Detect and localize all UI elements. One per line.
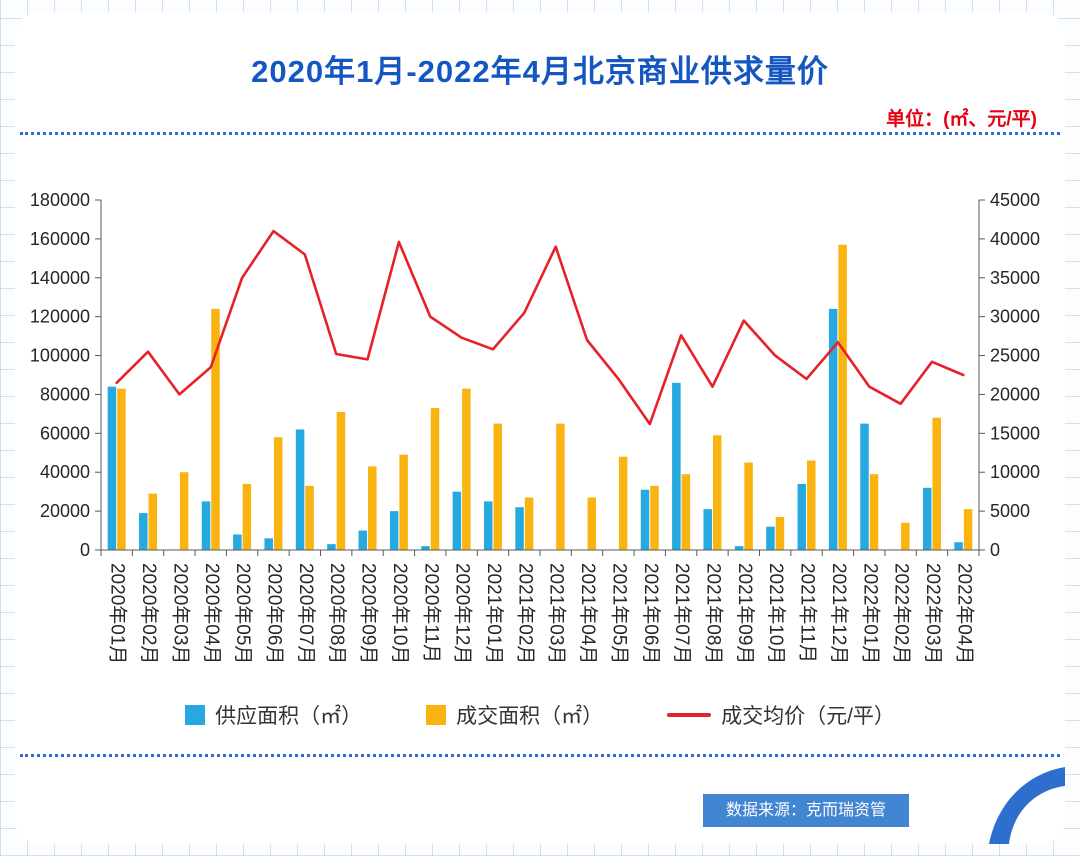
svg-text:35000: 35000 [990,268,1040,288]
avg-price-line-swatch-icon [667,713,712,717]
svg-text:20000: 20000 [990,384,1040,404]
legend-label-avg-price: 成交均价（元/平） [721,705,895,728]
svg-text:0: 0 [990,540,1000,560]
legend-label-deal-area: 成交面积（㎡） [456,705,604,728]
svg-text:160000: 160000 [30,229,90,249]
chart-card: 2020年1月-2022年4月北京商业供求量价 单位：(㎡、元/平) 0 2000… [15,12,1065,844]
svg-text:2022年03月: 2022年03月 [922,563,944,664]
svg-text:2021年04月: 2021年04月 [577,563,599,664]
svg-text:2020年03月: 2020年03月 [169,563,191,664]
svg-text:2021年12月: 2021年12月 [828,563,850,664]
svg-text:20000: 20000 [40,501,90,521]
svg-text:2020年04月: 2020年04月 [201,563,223,664]
svg-text:15000: 15000 [990,423,1040,443]
svg-text:2021年03月: 2021年03月 [546,563,568,664]
svg-text:2021年07月: 2021年07月 [671,563,693,664]
data-source-badge: 数据来源：克而瑞资管 [703,794,909,827]
svg-text:180000: 180000 [30,190,90,210]
svg-text:120000: 120000 [30,307,90,327]
svg-text:2020年08月: 2020年08月 [326,563,348,664]
legend-item-supply-area: 供应面积（㎡） [185,700,362,730]
svg-text:2020年06月: 2020年06月 [263,563,285,664]
svg-text:2022年02月: 2022年02月 [891,563,913,664]
svg-text:2022年04月: 2022年04月 [953,563,975,664]
svg-text:2021年10月: 2021年10月 [765,563,787,664]
supply-area-swatch-icon [185,705,206,725]
svg-text:2020年10月: 2020年10月 [389,563,411,664]
svg-text:30000: 30000 [990,307,1040,327]
svg-text:140000: 140000 [30,268,90,288]
svg-text:2021年11月: 2021年11月 [797,563,819,663]
svg-text:45000: 45000 [990,190,1040,210]
svg-text:2021年05月: 2021年05月 [608,563,630,664]
chart-legend: 供应面积（㎡） 成交面积（㎡） 成交均价（元/平） [15,700,1065,730]
svg-text:2020年11月: 2020年11月 [420,563,442,663]
svg-text:2021年08月: 2021年08月 [702,563,724,664]
svg-text:2020年12月: 2020年12月 [452,563,474,664]
svg-text:2020年01月: 2020年01月 [107,563,129,664]
svg-text:100000: 100000 [30,346,90,366]
top-dotted-divider [20,132,1060,135]
svg-text:60000: 60000 [40,423,90,443]
legend-item-deal-area: 成交面积（㎡） [426,700,603,730]
supply-demand-combo-chart: 0200004000060000800001000001200001400001… [30,190,1040,664]
svg-text:2020年07月: 2020年07月 [295,563,317,664]
unit-label: 单位：(㎡、元/平) [886,109,1037,130]
svg-text:10000: 10000 [990,462,1040,482]
svg-text:40000: 40000 [990,229,1040,249]
svg-text:2020年05月: 2020年05月 [232,563,254,664]
page-curl-icon [989,767,1065,844]
svg-text:80000: 80000 [40,384,90,404]
svg-text:2021年09月: 2021年09月 [734,563,756,664]
svg-text:2021年01月: 2021年01月 [483,563,505,664]
deal-area-swatch-icon [426,705,447,725]
svg-text:2021年02月: 2021年02月 [514,563,536,664]
svg-text:2020年02月: 2020年02月 [138,563,160,664]
svg-text:5000: 5000 [990,501,1030,521]
svg-text:2022年01月: 2022年01月 [859,563,881,664]
svg-text:2021年06月: 2021年06月 [640,563,662,664]
bottom-dotted-divider [20,754,1060,757]
svg-text:25000: 25000 [990,346,1040,366]
legend-label-supply-area: 供应面积（㎡） [215,705,363,728]
svg-text:0: 0 [80,540,90,560]
page-title: 2020年1月-2022年4月北京商业供求量价 [251,54,829,89]
svg-text:2020年09月: 2020年09月 [358,563,380,664]
svg-text:40000: 40000 [40,462,90,482]
legend-item-avg-price: 成交均价（元/平） [667,700,895,730]
